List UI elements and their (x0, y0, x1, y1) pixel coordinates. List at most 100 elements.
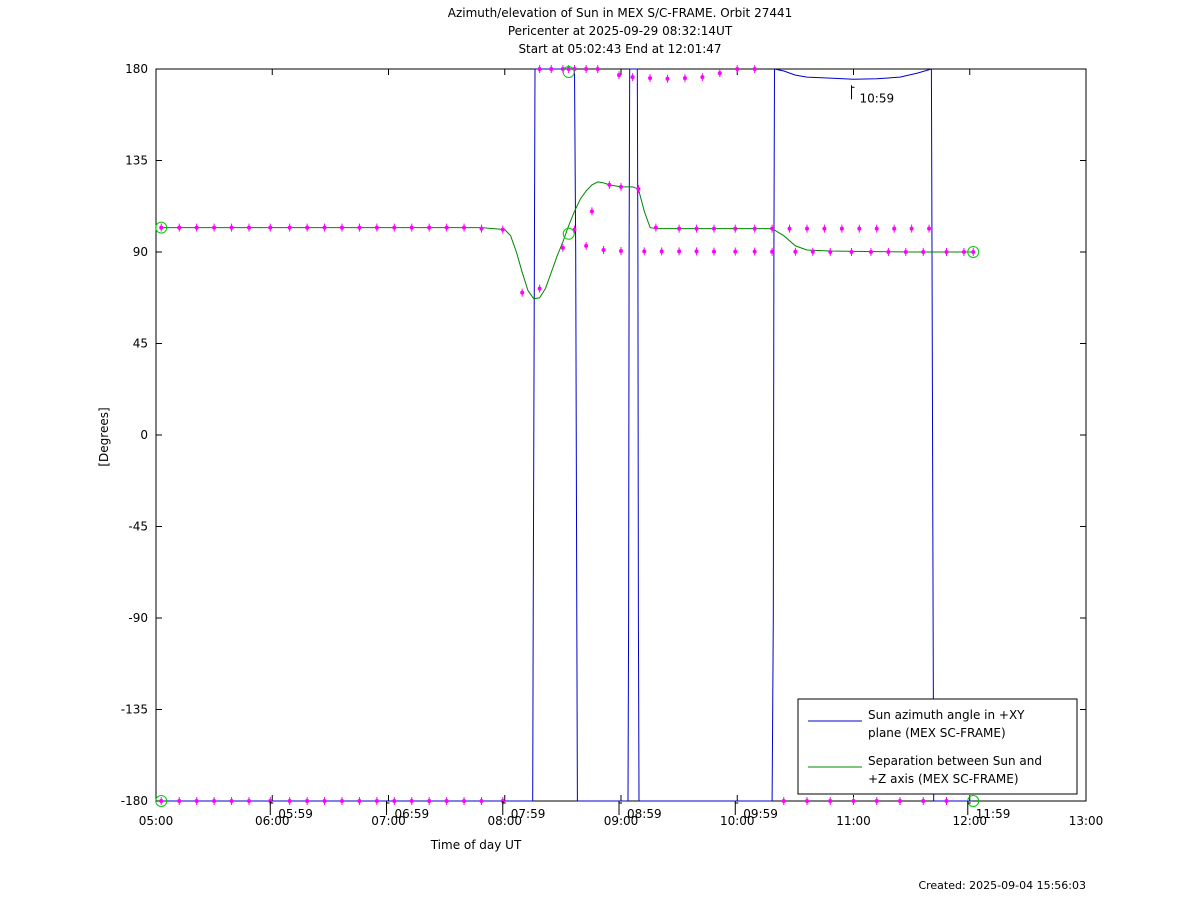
data-point-marker (549, 65, 554, 73)
data-point-marker (392, 223, 397, 232)
y-tick-label: 135 (125, 154, 148, 168)
x-tick-label: 08:00 (487, 814, 522, 828)
x-tick-label: 09:00 (604, 814, 639, 828)
data-point-marker (601, 245, 606, 254)
data-point-marker (305, 797, 310, 805)
data-point-marker (694, 247, 699, 256)
data-point-marker (636, 184, 641, 193)
legend: Sun azimuth angle in +XY plane (MEX SC-FR… (797, 698, 1078, 795)
markers (155, 65, 980, 807)
y-tick-label: 90 (133, 245, 148, 259)
data-point-marker (537, 284, 542, 293)
time-annotation-label: 10:59 (860, 91, 895, 105)
data-point-marker (653, 223, 658, 232)
data-point-marker (868, 248, 873, 256)
data-point-marker (805, 797, 809, 805)
data-point-marker (305, 223, 310, 232)
data-point-marker (479, 224, 484, 233)
azimuth-series-line (161, 68, 974, 802)
data-point-marker (392, 797, 397, 805)
x-tick-label: 10:00 (720, 814, 755, 828)
data-point-marker (595, 65, 600, 73)
legend-entry: Separation between Sun and +Z axis (MEX S… (808, 754, 1042, 786)
data-point-marker (712, 247, 716, 256)
data-point-marker (247, 223, 251, 232)
data-point-marker (927, 224, 932, 233)
data-point-marker (805, 224, 809, 233)
data-point-marker (665, 74, 670, 83)
data-point-marker (874, 797, 879, 805)
data-point-marker (322, 797, 327, 805)
data-point-marker (892, 224, 897, 233)
data-point-marker (357, 223, 362, 232)
data-point-marker (828, 248, 833, 256)
data-point-marker (735, 65, 740, 73)
time-annotation: 09:59 (734, 801, 778, 821)
x-tick-label: 12:00 (952, 814, 987, 828)
time-annotation-label: 08:59 (627, 807, 662, 821)
data-point-marker (287, 223, 292, 232)
data-point-marker (849, 248, 854, 256)
data-point-marker (589, 207, 594, 216)
data-point-marker (194, 797, 199, 805)
data-point-marker (752, 224, 757, 233)
y-axis: 180 135 90 45 0 -45 -90 -135 -180 (121, 62, 1086, 808)
data-point-marker (177, 797, 182, 805)
data-point-marker (229, 223, 234, 232)
data-point-marker (427, 797, 432, 805)
data-point-marker (268, 223, 273, 232)
data-point-marker (177, 223, 182, 232)
endpoint-circle-marker (967, 246, 980, 258)
y-tick-label: 0 (140, 428, 148, 442)
data-point-marker (781, 797, 786, 805)
data-point-marker (409, 223, 414, 232)
time-annotation-label: 06:59 (395, 807, 430, 821)
endpoint-circle-marker (562, 66, 575, 79)
data-point-marker (340, 223, 344, 232)
data-point-marker (961, 248, 966, 256)
data-point-marker (479, 797, 484, 805)
data-point-marker (770, 247, 775, 256)
time-annotation-label: 07:59 (511, 807, 546, 821)
data-point-marker (677, 247, 682, 256)
data-point-marker (677, 224, 682, 233)
data-point-marker (874, 224, 879, 233)
data-point-marker (287, 797, 292, 805)
endpoint-circle-marker (155, 221, 168, 234)
x-axis-label: Time of day UT (430, 838, 522, 852)
time-annotation: 10:59 (851, 85, 895, 105)
data-point-marker (717, 69, 722, 78)
y-tick-label: 45 (133, 337, 148, 351)
data-point-marker (340, 797, 344, 805)
data-point-marker (793, 247, 798, 256)
title-line-2: Pericenter at 2025-09-29 08:32:14UT (508, 24, 733, 38)
data-point-marker (444, 797, 449, 805)
legend-label: Separation between Sun and (868, 754, 1042, 768)
time-annotation: 06:59 (386, 801, 430, 821)
data-point-marker (374, 797, 379, 805)
data-point-marker (712, 224, 716, 233)
data-point-marker (619, 246, 623, 255)
data-point-marker (409, 797, 414, 805)
data-point-marker (584, 65, 589, 73)
data-point-marker (898, 797, 902, 805)
y-tick-label: -135 (121, 703, 148, 717)
data-point-marker (971, 248, 976, 256)
y-tick-label: 180 (125, 62, 148, 76)
x-tick-label: 11:00 (836, 814, 871, 828)
endpoint-circle-marker (155, 795, 168, 807)
data-point-marker (733, 224, 738, 233)
title-line-3: Start at 05:02:43 End at 12:01:47 (518, 42, 721, 56)
x-tick-label: 13:00 (1069, 814, 1104, 828)
time-annotation: 05:59 (269, 801, 313, 821)
data-point-marker (851, 797, 856, 805)
created-timestamp: Created: 2025-09-04 15:56:03 (918, 879, 1086, 892)
data-point-marker (444, 223, 449, 232)
x-tick-label: 07:00 (371, 814, 406, 828)
data-point-marker (322, 223, 327, 232)
plot-area (155, 68, 1087, 802)
data-point-marker (839, 224, 844, 233)
legend-label: Sun azimuth angle in +XY (868, 708, 1025, 722)
data-point-marker (822, 224, 827, 233)
